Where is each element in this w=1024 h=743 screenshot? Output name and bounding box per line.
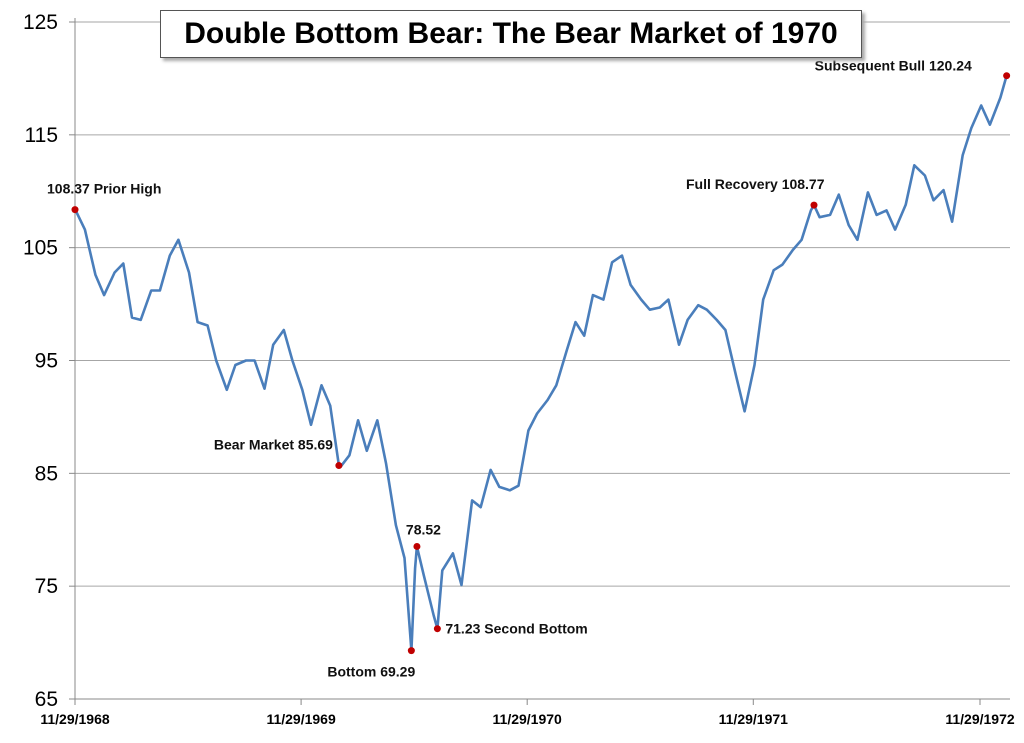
annotations: 108.37 Prior High Bear Market 85.69 Bottom… — [47, 58, 1011, 680]
data-point-marker — [433, 625, 441, 633]
y-tick-label: 75 — [35, 575, 58, 598]
y-tick-label: 125 — [23, 11, 58, 34]
y-tick-label: 105 — [23, 237, 58, 260]
x-tick-label: 11/29/1968 — [40, 711, 110, 727]
data-point-marker — [335, 462, 343, 470]
data-point-marker — [413, 542, 421, 550]
gridlines — [75, 21, 1010, 587]
y-tick-label: 65 — [35, 688, 58, 711]
data-point-marker — [810, 201, 818, 209]
y-tick-label: 115 — [25, 124, 58, 147]
y-axis: 65 75 85 95 105 115 125 — [23, 11, 76, 711]
data-point-marker — [1003, 72, 1011, 80]
y-tick-label: 95 — [35, 350, 58, 373]
x-tick-label: 11/29/1972 — [945, 711, 1015, 727]
annotation-label: 78.52 — [406, 521, 441, 537]
series-line — [73, 75, 1008, 652]
x-axis: 11/29/1968 11/29/1969 11/29/1970 11/29/1971… — [40, 698, 1015, 727]
x-tick-label: 11/29/1969 — [266, 711, 336, 727]
data-point-marker — [71, 206, 79, 214]
annotation-label: Full Recovery 108.77 — [686, 176, 825, 192]
annotation-label: 108.37 Prior High — [47, 181, 161, 197]
x-tick-label: 11/29/1970 — [493, 711, 563, 727]
chart-title: Double Bottom Bear: The Bear Market of 1… — [160, 10, 862, 58]
annotation-label: Bottom 69.29 — [327, 664, 415, 680]
data-point-marker — [407, 647, 415, 655]
annotation-label: Bear Market 85.69 — [214, 437, 333, 453]
x-tick-label: 11/29/1971 — [719, 711, 789, 727]
annotation-label: Subsequent Bull 120.24 — [815, 58, 972, 74]
y-tick-label: 85 — [35, 462, 58, 485]
annotation-label: 71.23 Second Bottom — [445, 621, 587, 637]
